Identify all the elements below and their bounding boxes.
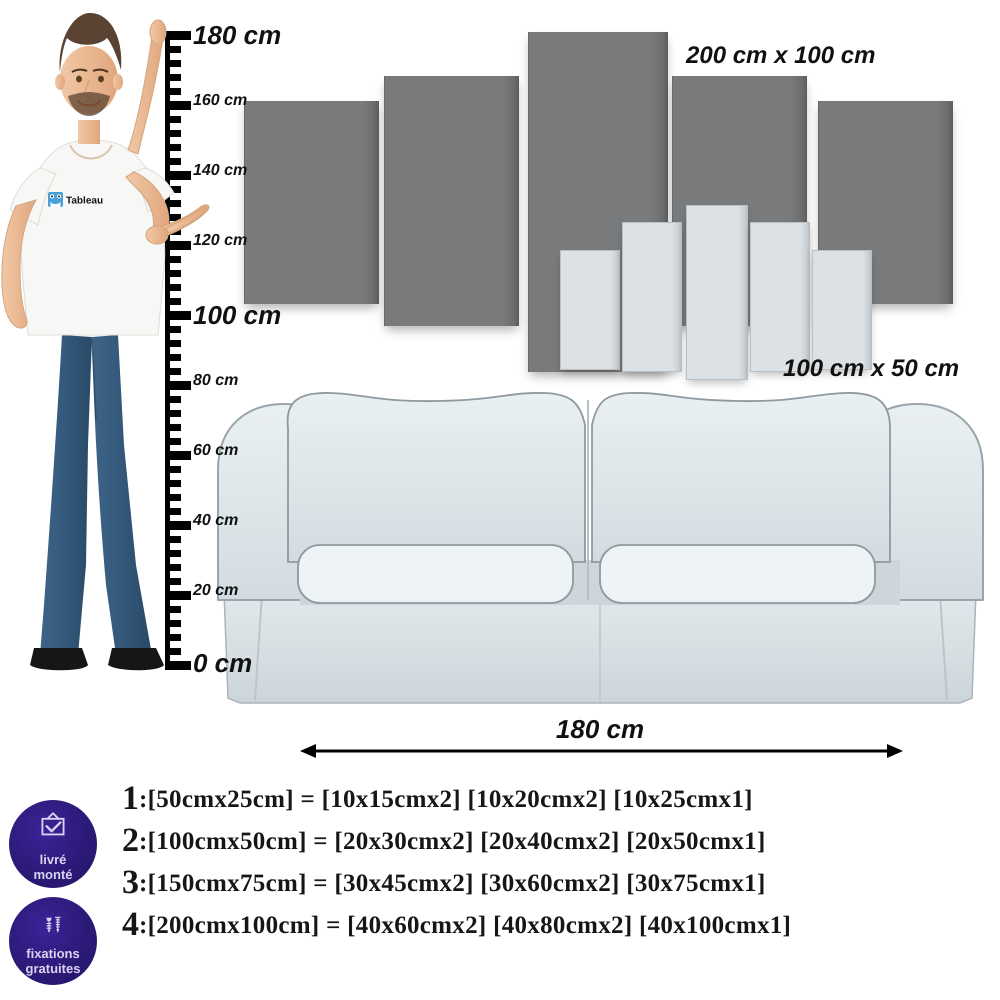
svg-text:180 cm: 180 cm: [556, 714, 644, 744]
svg-text:Tableau: Tableau: [66, 196, 103, 207]
